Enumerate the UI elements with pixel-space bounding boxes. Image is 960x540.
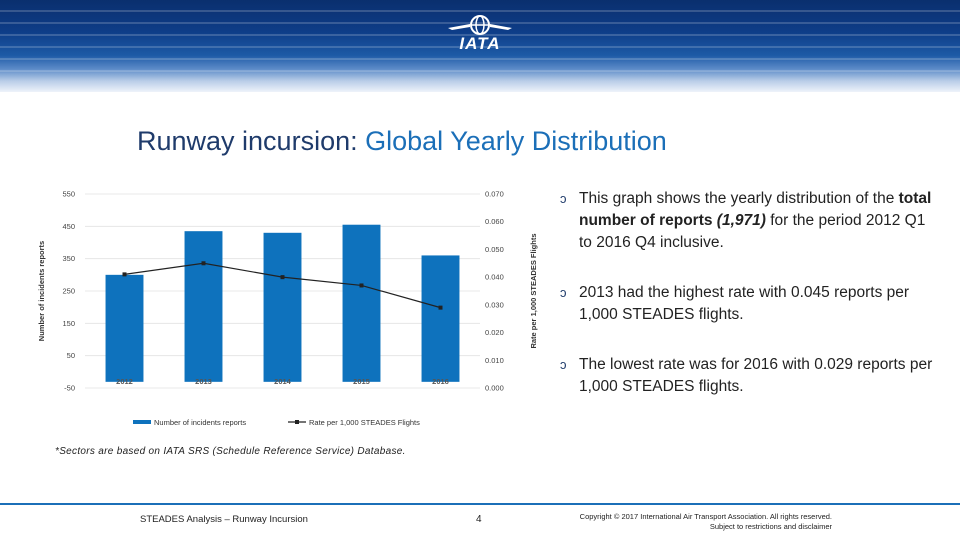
iata-logo: IATA (430, 14, 530, 54)
rate-point (359, 283, 364, 288)
footer-title: STEADES Analysis – Runway Incursion (140, 514, 308, 525)
bullet-item: ↄ This graph shows the yearly distributi… (560, 190, 932, 251)
y2-axis-title: Rate per 1,000 STEADES Flights (529, 233, 538, 348)
rate-point (201, 261, 206, 266)
legend-bar-swatch (133, 420, 151, 424)
bar (342, 224, 381, 382)
chart-svg: 550 450 350 250 150 50 -50 0.070 0.060 0.050 0.040… (37, 190, 538, 428)
page-title: Runway incursion: Global Yearly Distribu… (137, 126, 667, 157)
bar (184, 231, 223, 382)
y2-tick-label: 0.010 (485, 356, 504, 365)
y-tick-label: 550 (62, 190, 75, 199)
y-tick-label: 250 (62, 287, 75, 296)
x-tick-label: 2015 (353, 377, 370, 386)
y-tick-label: 450 (62, 222, 75, 231)
title-main: Runway incursion: (137, 126, 358, 156)
y2-tick-label: 0.050 (485, 245, 504, 254)
y2-tick-label: 0.040 (485, 273, 504, 282)
copyright: Copyright © 2017 International Air Trans… (579, 512, 832, 531)
bullet-arrow-icon: ↄ (560, 191, 567, 206)
yearly-distribution-chart: 550 450 350 250 150 50 -50 0.070 0.060 0.050 0.040… (30, 180, 550, 435)
footer-divider (0, 503, 960, 505)
y2-tick-label: 0.060 (485, 217, 504, 226)
y-tick-label: 350 (62, 254, 75, 263)
y-axis-title: Number of incidents reports (37, 241, 46, 341)
x-tick-label: 2013 (195, 377, 212, 386)
globe-icon (448, 15, 512, 35)
x-tick-label: 2014 (274, 377, 292, 386)
y2-tick-label: 0.000 (485, 384, 504, 393)
x-tick-label: 2016 (432, 377, 449, 386)
rate-point (280, 275, 285, 280)
legend-line-label: Rate per 1,000 STEADES Flights (309, 418, 420, 427)
bullet-item: ↄ The lowest rate was for 2016 with 0.02… (560, 356, 933, 395)
bullet-arrow-icon: ↄ (560, 357, 567, 372)
bar (263, 232, 302, 382)
header-band: IATA (0, 0, 960, 92)
y2-tick-label: 0.070 (485, 190, 504, 199)
bullet-arrow-icon: ↄ (560, 285, 567, 300)
footnote: *Sectors are based on IATA SRS (Schedule… (55, 446, 406, 457)
bar (421, 255, 460, 382)
bullet-item: ↄ 2013 had the highest rate with 0.045 r… (560, 284, 910, 323)
y2-tick-label: 0.020 (485, 328, 504, 337)
rate-point (122, 272, 127, 277)
bar (105, 274, 144, 382)
y-tick-label: -50 (64, 384, 75, 393)
y-tick-label: 150 (62, 319, 75, 328)
legend-line-marker (295, 420, 299, 424)
page-number: 4 (476, 514, 482, 525)
x-tick-label: 2012 (116, 377, 133, 386)
y2-tick-label: 0.030 (485, 300, 504, 309)
bullet-list: ↄ This graph shows the yearly distributi… (560, 188, 940, 426)
y-tick-label: 50 (67, 351, 75, 360)
rate-point (438, 305, 443, 310)
logo-text: IATA (459, 34, 501, 53)
legend-bar-label: Number of incidents reports (154, 418, 246, 427)
title-sub: Global Yearly Distribution (365, 126, 667, 156)
